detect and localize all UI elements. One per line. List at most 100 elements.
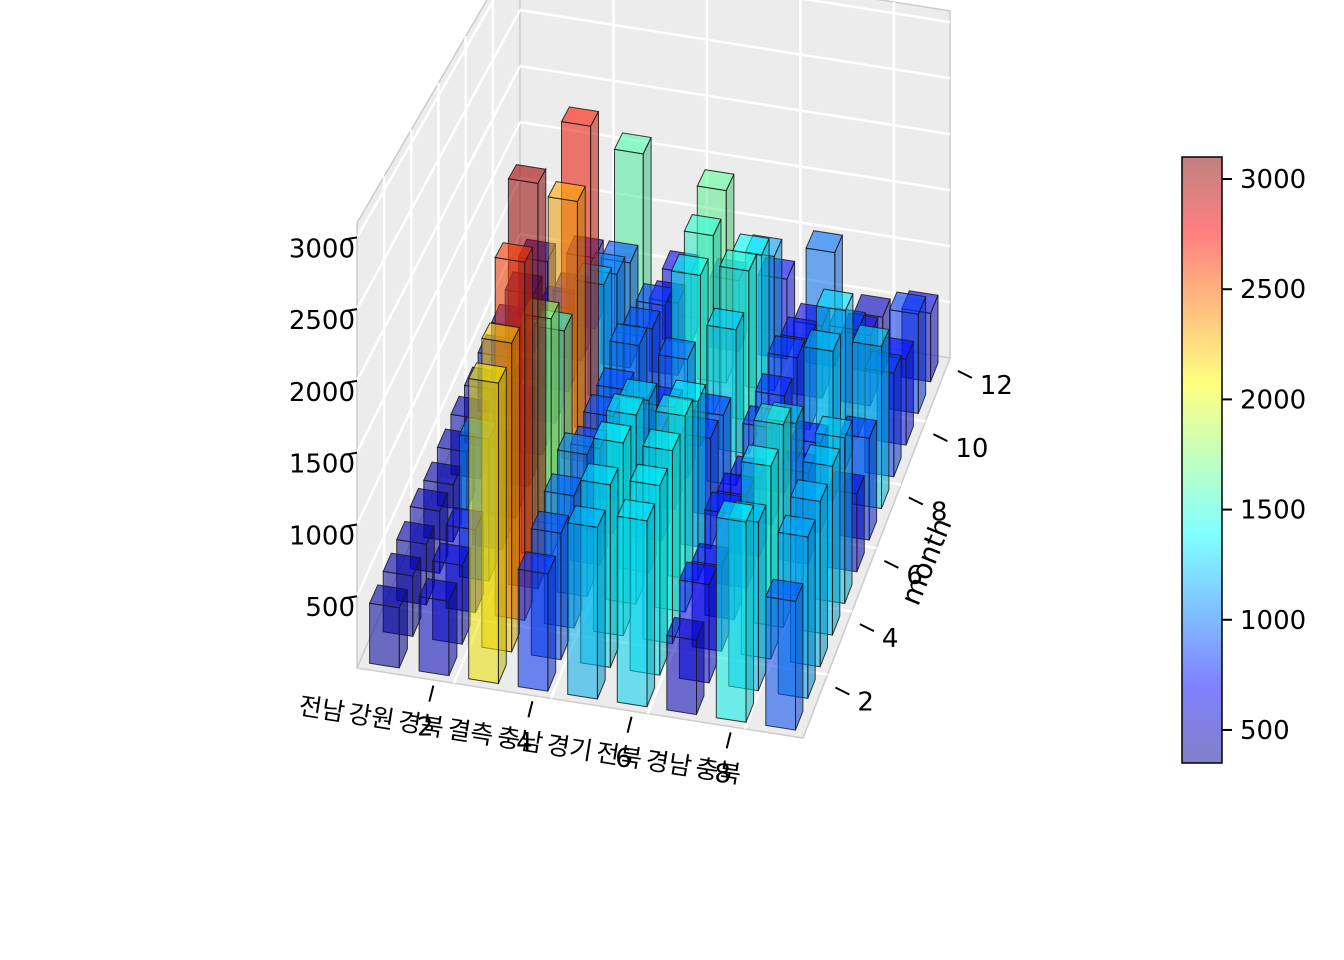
z-tick-mark (344, 308, 358, 313)
bar-top (494, 242, 534, 263)
bar (517, 551, 557, 692)
bar-top (802, 444, 841, 467)
rear-panel-gridline (802, 0, 951, 24)
month-tick-label: 8 (931, 498, 948, 528)
bar-top (777, 514, 816, 538)
rear-panel-gridline (519, 64, 951, 136)
month-tick-mark (957, 369, 973, 379)
x-tick-label: 2 (417, 713, 434, 743)
bar-side (795, 583, 804, 731)
bar-top (805, 230, 844, 254)
z-tick-mark (344, 236, 358, 241)
bar-top (696, 169, 735, 192)
x-tick-label: 8 (714, 759, 731, 789)
bar-side (745, 505, 754, 723)
bar-top (592, 421, 632, 444)
z-tick-label: 500 (305, 593, 355, 623)
z-tick-label: 2000 (289, 378, 355, 408)
bar (566, 505, 606, 700)
bar-front (616, 515, 648, 708)
bar-side (831, 449, 841, 636)
month-tick-mark (883, 559, 899, 569)
z-tick-label: 1500 (289, 450, 355, 480)
x-tick-mark (626, 716, 633, 734)
bar-top (616, 498, 656, 522)
bar-top (767, 335, 806, 359)
x-tick-mark (527, 700, 534, 718)
month-tick-label: 6 (906, 561, 923, 591)
z-tick-label: 2500 (289, 306, 355, 336)
bar-side (819, 484, 828, 667)
bar-top (467, 362, 508, 384)
bar-top (670, 253, 709, 277)
bar-top (666, 616, 705, 641)
bar-side (659, 468, 668, 676)
bar-top (507, 164, 547, 184)
bar (467, 362, 508, 685)
bar-top (815, 288, 854, 312)
bars (368, 106, 939, 731)
colorbar-tick-label: 2500 (1240, 275, 1306, 305)
bar-side (708, 566, 718, 684)
bar-side (646, 503, 656, 707)
bar-top (409, 487, 449, 512)
bar-top (789, 479, 829, 503)
bar-front (715, 516, 747, 723)
z-tick-label: 3000 (289, 234, 355, 264)
axes: 500 1000 1500 2000 2500 3000 2 4 6 8 전남 강원 경북 결측 충남 경기 전… (289, 234, 1013, 789)
bar-top (657, 336, 697, 361)
bar-top (654, 394, 694, 417)
bar-top (629, 463, 669, 487)
bar (765, 578, 804, 731)
bar-top (517, 551, 557, 575)
bar-top (368, 584, 409, 609)
bar-top (753, 402, 792, 426)
rear-panel-gridline (519, 8, 951, 80)
bar (715, 500, 755, 723)
bar-side (596, 510, 606, 700)
category-label: 전북 (594, 738, 644, 774)
colorbar-tick-label: 1000 (1240, 606, 1306, 636)
bar-top (765, 578, 804, 602)
bar (368, 584, 409, 669)
bar-side (868, 420, 878, 541)
bar (616, 498, 656, 708)
bar-top (683, 214, 722, 237)
category-label: 충북 (693, 753, 743, 789)
bar-top (395, 520, 436, 545)
bar-front (517, 568, 549, 692)
bar-top (814, 415, 853, 439)
bar (666, 616, 705, 716)
z-tick-mark (344, 595, 358, 600)
month-tick-mark (834, 686, 850, 696)
colorbar-tick-label: 500 (1240, 716, 1290, 746)
category-label: 경북 (396, 707, 446, 743)
bar-top (803, 329, 842, 352)
colorbar: 500 1000 1500 2000 2500 3000 (1181, 156, 1306, 764)
bar-side (893, 355, 902, 477)
month-tick-mark (908, 496, 924, 506)
bar-side (497, 367, 507, 684)
month-tick-mark (932, 433, 948, 443)
colorbar-strip (1181, 156, 1223, 764)
colorbar-tick-label: 3000 (1240, 165, 1306, 195)
bar-top (382, 552, 422, 577)
bar-top (853, 293, 891, 318)
bar-top (605, 393, 645, 416)
x-tick-mark (428, 685, 435, 702)
bar-top (566, 505, 606, 528)
month-tick-label: 4 (882, 624, 899, 654)
bar-side (844, 420, 853, 604)
z-tick-label: 1000 (289, 521, 355, 551)
bar-top (547, 181, 587, 203)
bar-top (418, 578, 458, 602)
bar-top (613, 132, 652, 155)
category-label: 경남 (644, 746, 694, 782)
category-label: 강원 (346, 699, 396, 735)
category-label: 충남 (495, 722, 545, 758)
z-tick-mark (344, 451, 358, 456)
bar-top (642, 428, 681, 452)
month-tick-label: 12 (980, 371, 1013, 401)
bar-front (369, 602, 400, 669)
x-tick-label: 4 (516, 728, 533, 758)
